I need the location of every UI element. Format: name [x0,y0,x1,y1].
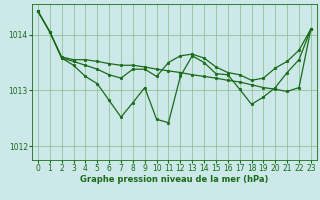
X-axis label: Graphe pression niveau de la mer (hPa): Graphe pression niveau de la mer (hPa) [80,175,268,184]
